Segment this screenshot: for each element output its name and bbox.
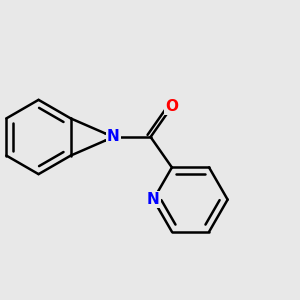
Text: O: O — [165, 99, 178, 114]
Text: N: N — [147, 192, 160, 207]
Text: N: N — [107, 130, 120, 145]
